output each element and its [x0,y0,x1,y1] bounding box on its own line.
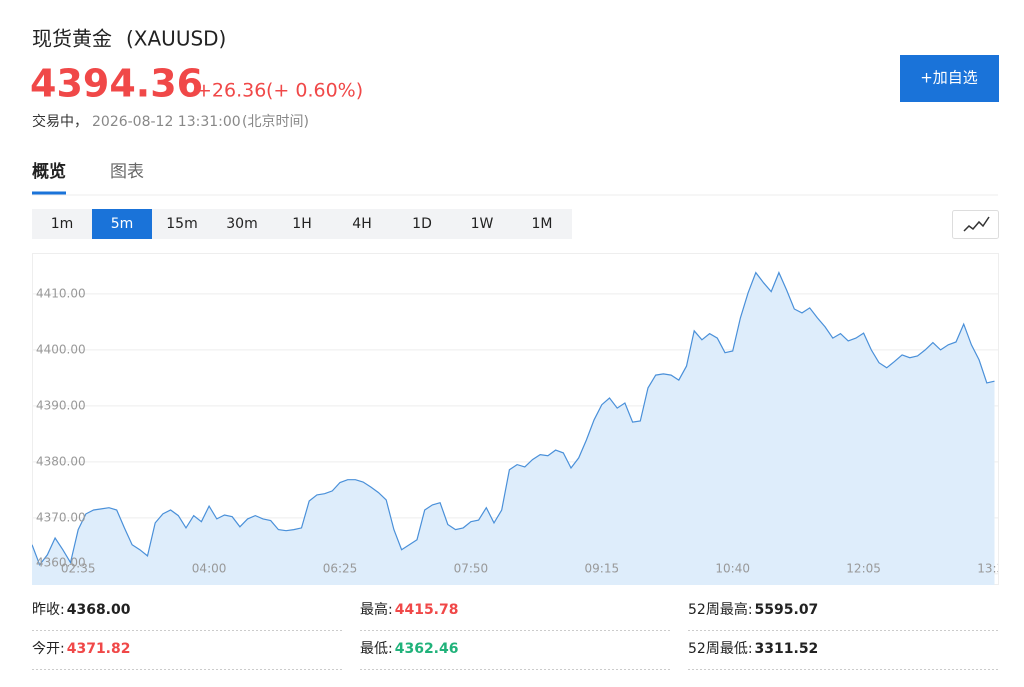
stat-value: 4362.46 [395,641,459,657]
tab[interactable]: 图表 [110,162,144,182]
interval-label: 1M [532,216,553,232]
interval-button[interactable]: 5m [92,209,152,239]
add-watchlist-button[interactable]: +加自选 [900,55,999,102]
x-tick-label: 12:05 [846,562,881,576]
x-tick-label: 04:00 [192,562,227,576]
interval-label: 1D [412,216,432,232]
stat-label: 52周最低: [688,641,753,657]
time: 2026-08-12 13:31:00 [92,114,241,130]
interval-label: 5m [111,216,134,232]
stat-value: 5595.07 [755,602,819,618]
y-tick-label: 4360.00 [36,555,86,569]
stat-value: 4415.78 [395,602,459,618]
interval-label: 15m [166,216,197,232]
interval-label: 30m [226,216,257,232]
interval-button[interactable]: 4H [352,216,371,232]
y-tick-label: 4380.00 [36,454,86,468]
x-tick-label: 02:35 [61,562,96,576]
interval-button[interactable]: 1D [412,216,432,232]
y-tick-label: 4390.00 [36,398,86,412]
icon-box [952,210,999,239]
stat-value: 4371.82 [67,641,131,657]
price-line [32,271,995,567]
y-tick-label: 4410.00 [36,286,86,300]
interval-button[interactable]: 1M [532,216,553,232]
stat-label: 今开: [32,641,65,657]
x-tick-label: 10:40 [715,562,750,576]
stats: 昨收: 4368.00 最高: 4415.78 52周最高: 5595.07 今开: 4371… [32,601,998,670]
stat-label: 52周最高: [688,601,753,618]
price: 4394.36 [30,62,203,106]
y-tick-label: 4400.00 [36,342,86,356]
change-pct: (+ 0.60%) [266,80,363,102]
interval-label: 4H [352,216,371,232]
tab[interactable]: 概览 [32,161,66,182]
y-tick-label: 4370.00 [36,510,86,524]
x-tick-label: 06:25 [323,562,358,576]
stat-value: 3311.52 [755,641,819,657]
stat-label: 昨收: [32,602,65,618]
button-bg [900,55,999,102]
interval-label: 1W [471,216,494,232]
symbol: (XAUUSD) [126,27,226,51]
x-tick-label: 09:15 [585,562,620,576]
title: 现货黄金 [32,27,112,51]
interval-button[interactable]: 15m [166,216,197,232]
interval-button[interactable]: 30m [226,216,257,232]
interval-label: 1m [51,216,74,232]
interval-button[interactable]: 1m [51,216,74,232]
interval-active-bg [92,209,152,239]
chart-type-button[interactable] [952,210,999,239]
plot: 4360.00 4370.00 4380.00 4390.00 4400.00 4410.… [32,271,1012,585]
button-label: +加自选 [920,69,978,87]
stat-label: 最低: [360,641,393,657]
status: 交易中， [32,113,88,130]
interval-label: 1H [292,216,311,232]
interval-button[interactable]: 1W [471,216,494,232]
line-icon [963,216,990,232]
stat-label: 最高: [360,601,393,618]
x-tick-label: 07:50 [454,562,489,576]
interval-button[interactable]: 1H [292,216,311,232]
change: +26.36 [196,80,266,102]
stat-value: 4368.00 [67,602,131,618]
area [32,272,995,585]
x-tick-label: 13:30 [977,562,1012,576]
timezone: (北京时间) [242,114,309,130]
